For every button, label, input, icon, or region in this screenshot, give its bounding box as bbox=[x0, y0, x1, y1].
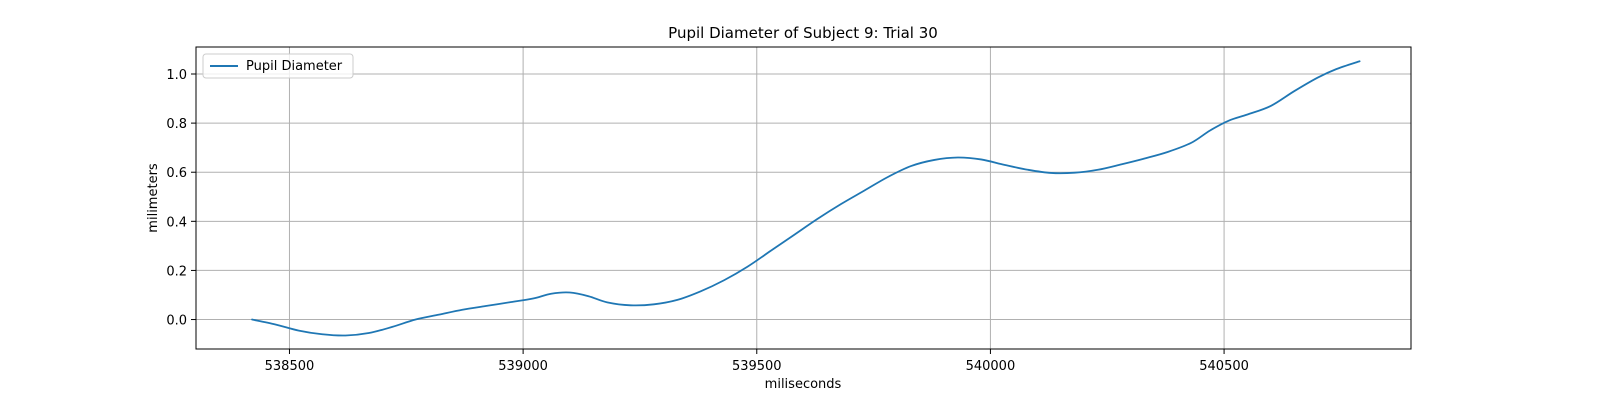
x-axis-label: miliseconds bbox=[765, 377, 842, 392]
x-tick-label: 540500 bbox=[1199, 359, 1249, 374]
series-line-pupil-diameter bbox=[251, 60, 1361, 337]
y-tick-label: 0.8 bbox=[166, 117, 187, 132]
x-tick-label: 539000 bbox=[498, 359, 548, 374]
legend: Pupil Diameter bbox=[202, 53, 354, 79]
grid bbox=[196, 47, 1411, 349]
legend-frame bbox=[202, 53, 354, 79]
x-tick-label: 539500 bbox=[732, 359, 782, 374]
y-tick-label: 0.6 bbox=[166, 166, 187, 181]
y-axis-label: milimeters bbox=[146, 163, 161, 233]
chart-title: Pupil Diameter of Subject 9: Trial 30 bbox=[668, 24, 938, 42]
y-axis-ticks: 0.0 0.2 0.4 0.6 0.8 1.0 bbox=[166, 68, 196, 329]
legend-entry-pupil-diameter: Pupil Diameter bbox=[246, 59, 343, 74]
x-tick-label: 538500 bbox=[265, 359, 315, 374]
y-tick-label: 1.0 bbox=[166, 68, 187, 83]
y-tick-label: 0.2 bbox=[166, 264, 187, 279]
y-tick-label: 0.4 bbox=[166, 215, 187, 230]
series-layer bbox=[251, 60, 1361, 337]
x-tick-label: 540000 bbox=[966, 359, 1016, 374]
plot-area-frame bbox=[195, 46, 1412, 350]
y-tick-label: 0.0 bbox=[166, 314, 187, 329]
x-axis-ticks: 538500 539000 539500 540000 540500 bbox=[265, 349, 1249, 374]
